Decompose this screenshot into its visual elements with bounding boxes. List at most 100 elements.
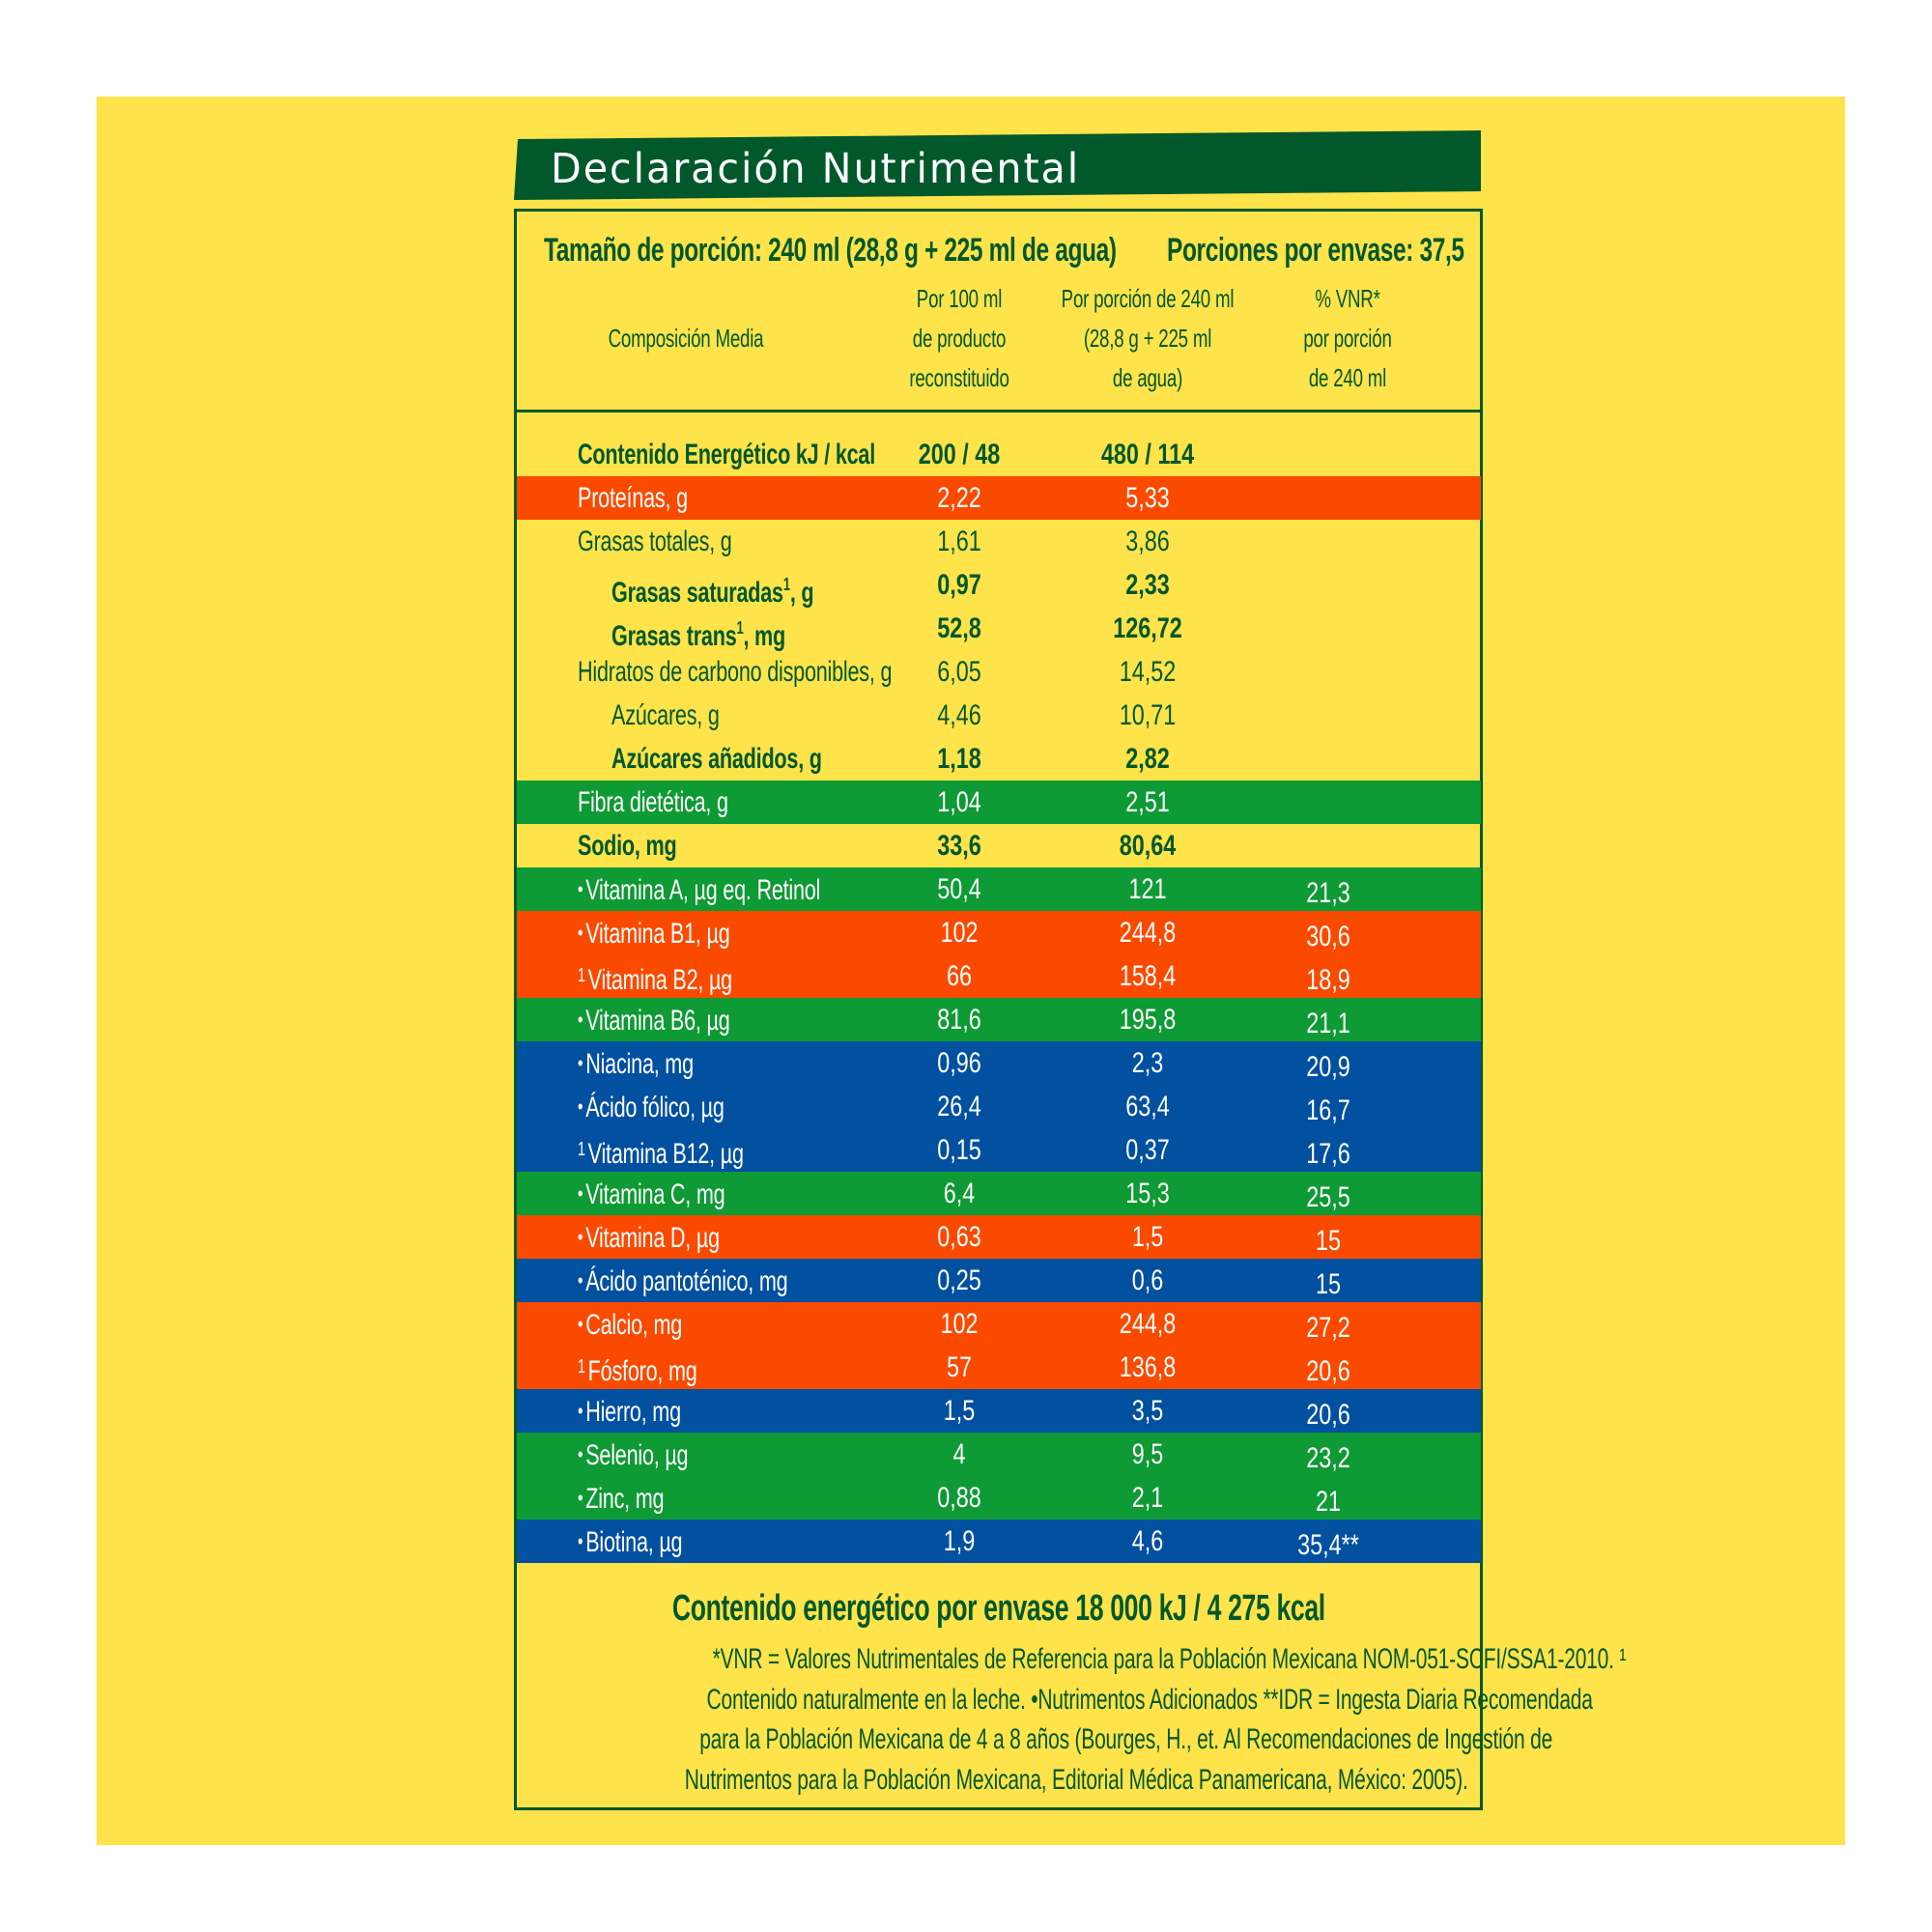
value-vnr-percent: 20,6 <box>1306 1355 1350 1387</box>
added-nutrient-bullet-icon: • <box>578 1529 583 1553</box>
value-per-serving: 1,5 <box>1131 1221 1164 1253</box>
value-per-serving: 4,6 <box>1131 1525 1164 1557</box>
nutrient-label: •Hierro, mg <box>578 1389 681 1433</box>
value-per-100ml: 0,25 <box>937 1264 981 1296</box>
value-per-100ml: 1,04 <box>937 786 981 818</box>
table-row: •Biotina, µg 1,9 4,6 35,4** <box>517 1520 1481 1563</box>
servings-per-container: Porciones por envase: 37,5 <box>1167 232 1464 269</box>
column-header-line: Por 100 ml <box>916 284 1003 313</box>
nutrient-rows: Contenido Energético kJ / kcal 200 / 48 48… <box>517 433 1481 1563</box>
table-row: •Ácido fólico, µg 26,4 63,4 16,7 <box>517 1085 1481 1128</box>
value-vnr-percent <box>1253 784 1404 828</box>
value-vnr-percent: 15 <box>1315 1268 1342 1300</box>
table-row: •Zinc, mg 0,88 2,1 21 <box>517 1476 1481 1520</box>
value-vnr-percent: 18,9 <box>1306 964 1350 996</box>
value-per-serving: 2,51 <box>1125 786 1170 818</box>
nutrient-name: Proteínas, g <box>578 482 688 514</box>
table-row: 1Vitamina B12, µg 0,15 0,37 17,6 <box>517 1128 1481 1172</box>
nutrient-name: Vitamina C, mg <box>585 1179 725 1210</box>
value-per-100ml: 0,63 <box>937 1221 981 1253</box>
value-per-serving: 195,8 <box>1119 1004 1177 1036</box>
table-row: •Vitamina C, mg 6,4 15,3 25,5 <box>517 1172 1481 1215</box>
column-header-line: de producto <box>912 324 1007 353</box>
column-header-line: por porción <box>1303 324 1392 353</box>
value-per-serving: 15,3 <box>1125 1178 1170 1209</box>
column-header-line: (28,8 g + 225 ml <box>1083 324 1212 353</box>
footnote-line: para la Población Mexicana de 4 a 8 años… <box>517 1719 1552 1760</box>
nutrient-name: Biotina, µg <box>585 1526 683 1558</box>
value-vnr-percent <box>1253 524 1404 567</box>
value-per-serving: 80,64 <box>1119 830 1177 862</box>
title-banner <box>514 130 1481 200</box>
table-row: Hidratos de carbono disponibles, g 6,05 14… <box>517 650 1481 694</box>
value-vnr-percent <box>1253 611 1404 654</box>
nutrient-label: Hidratos de carbono disponibles, g <box>578 650 892 694</box>
table-row: •Hierro, mg 1,5 3,5 20,6 <box>517 1389 1481 1433</box>
footnote-line: *VNR = Valores Nutrimentales de Referenc… <box>517 1639 1627 1680</box>
nutrient-label: •Vitamina A, µg eq. Retinol <box>578 867 820 911</box>
value-per-100ml: 1,9 <box>943 1525 976 1557</box>
nutrient-name: Vitamina B2, µg <box>587 964 733 996</box>
added-nutrient-bullet-icon: • <box>578 1268 583 1293</box>
nutrient-label: Azúcares, g <box>611 694 720 737</box>
value-vnr-percent: 15 <box>1315 1225 1342 1257</box>
value-vnr-percent: 21 <box>1315 1486 1342 1518</box>
nutrient-name: Vitamina A, µg eq. Retinol <box>585 874 821 906</box>
table-row: •Vitamina A, µg eq. Retinol 50,4 121 21,3 <box>517 867 1481 911</box>
table-row: 1Fósforo, mg 57 136,8 20,6 <box>517 1346 1481 1389</box>
table-row: Proteínas, g 2,22 5,33 <box>517 476 1481 520</box>
value-per-100ml: 0,97 <box>937 569 981 601</box>
nutrient-label: Proteínas, g <box>578 476 688 520</box>
footnote-line: Nutrimentos para la Población Mexicana, … <box>517 1760 1481 1801</box>
nutrient-name: Fibra dietética, g <box>578 786 728 818</box>
value-per-100ml: 52,8 <box>937 612 981 644</box>
value-per-100ml: 200 / 48 <box>918 439 1001 470</box>
footnote-marker: 1 <box>782 575 790 594</box>
value-per-serving: 136,8 <box>1119 1351 1177 1383</box>
value-vnr-percent: 35,4** <box>1297 1529 1359 1561</box>
value-per-100ml: 81,6 <box>937 1004 981 1036</box>
footnote-text: Nutrimentos para la Población Mexicana, … <box>684 1763 1468 1796</box>
value-per-serving: 158,4 <box>1119 960 1177 992</box>
added-nutrient-bullet-icon: • <box>578 1442 583 1466</box>
value-per-100ml: 0,88 <box>937 1482 981 1514</box>
nutrient-label: •Vitamina C, mg <box>578 1172 725 1215</box>
value-per-100ml: 102 <box>940 1308 979 1340</box>
table-row: Grasas trans1, mg 52,8 126,72 <box>517 607 1481 652</box>
nutrient-label: Contenido Energético kJ / kcal <box>578 433 875 476</box>
serving-size: Tamaño de porción: 240 ml (28,8 g + 225 … <box>544 232 1117 269</box>
nutrient-name: Hierro, mg <box>585 1396 681 1428</box>
value-per-serving: 3,86 <box>1125 526 1170 557</box>
nutrient-label: 1Vitamina B12, µg <box>578 1128 744 1172</box>
table-row: •Vitamina B1, µg 102 244,8 30,6 <box>517 911 1481 954</box>
nutrient-name: Vitamina D, µg <box>585 1222 720 1254</box>
nutrient-label: Grasas trans1, mg <box>611 607 785 652</box>
added-nutrient-bullet-icon: • <box>578 877 583 901</box>
nutrient-name: Vitamina B1, µg <box>585 918 730 950</box>
column-header-line: de agua) <box>1112 363 1183 392</box>
added-nutrient-bullet-icon: • <box>578 1225 583 1249</box>
column-header-vnr: % VNR* por porción de 240 ml <box>1278 279 1417 398</box>
energy-per-container-text: Contenido energético por envase 18 000 k… <box>672 1588 1325 1629</box>
footnote-marker: 1 <box>736 618 744 638</box>
value-per-serving: 9,5 <box>1131 1438 1164 1470</box>
nutrient-name: Grasas trans <box>611 620 737 652</box>
nutrient-name: Calcio, mg <box>585 1309 683 1341</box>
value-vnr-percent: 16,7 <box>1306 1094 1350 1126</box>
nutrient-name: Zinc, mg <box>585 1483 665 1515</box>
nutrient-name: Sodio, mg <box>578 830 677 862</box>
value-per-100ml: 102 <box>940 917 979 949</box>
column-header-per-100ml: Por 100 ml de producto reconstituido <box>890 279 1029 398</box>
table-row: •Vitamina D, µg 0,63 1,5 15 <box>517 1215 1481 1259</box>
value-per-serving: 5,33 <box>1125 482 1170 514</box>
nutrient-label: •Vitamina B1, µg <box>578 911 730 954</box>
nutrient-label: Fibra dietética, g <box>578 781 728 824</box>
footnote-line: Contenido naturalmente en la leche. •Nut… <box>517 1680 1593 1720</box>
value-per-100ml: 26,4 <box>937 1091 981 1122</box>
column-header-line: de 240 ml <box>1308 363 1387 392</box>
value-per-serving: 244,8 <box>1119 917 1177 949</box>
table-row: •Calcio, mg 102 244,8 27,2 <box>517 1302 1481 1346</box>
nutrient-name: Selenio, µg <box>585 1439 689 1471</box>
value-per-100ml: 66 <box>946 960 973 992</box>
value-per-100ml: 0,96 <box>937 1047 981 1079</box>
